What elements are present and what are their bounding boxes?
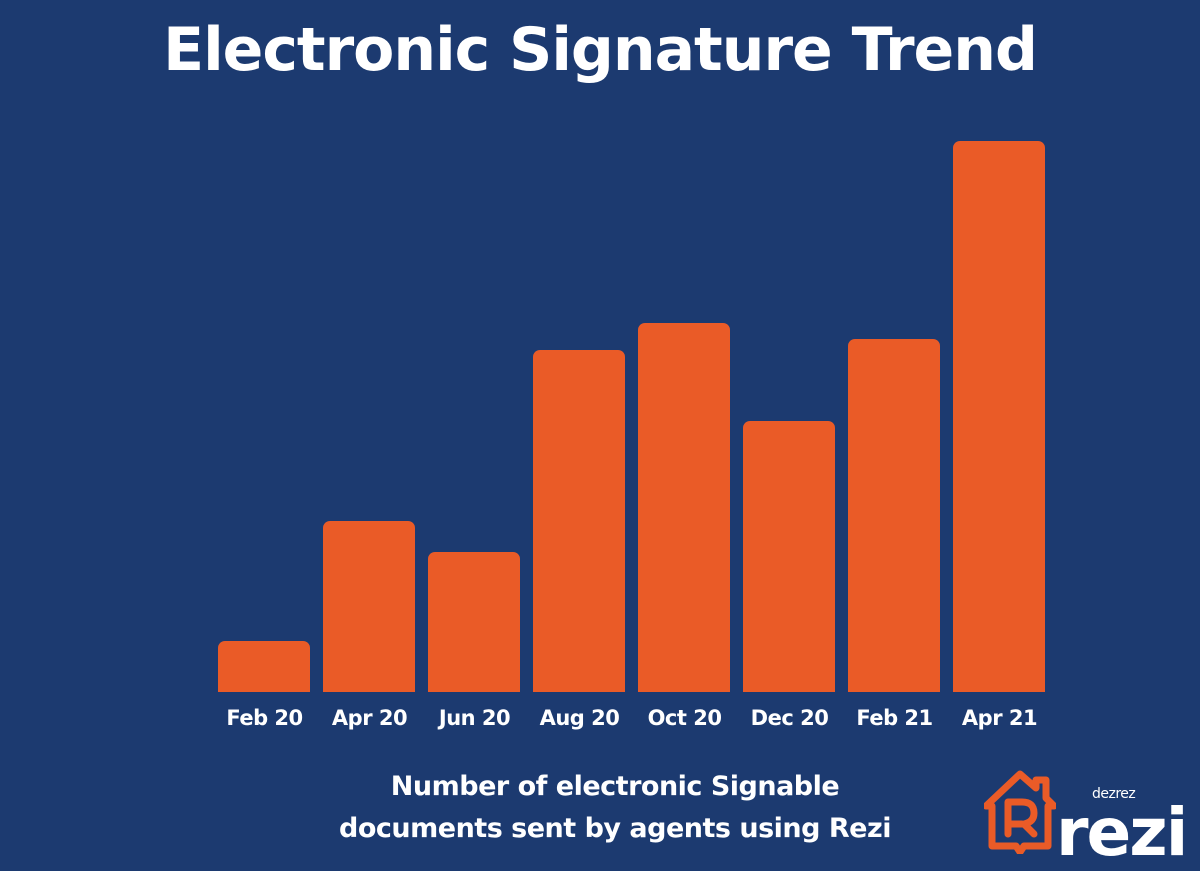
x-label: Apr 20 <box>331 706 408 730</box>
rezi-logo: dezrez rezi <box>984 766 1194 866</box>
subtitle-line-2: documents sent by agents using Rezi <box>339 813 891 844</box>
logo-rezi-text: rezi <box>1056 794 1188 871</box>
house-r-icon <box>984 770 1056 854</box>
logo-dezrez-text: dezrez <box>1092 786 1136 802</box>
bar-apr-20 <box>323 521 415 692</box>
subtitle-line-1: Number of electronic Signable <box>390 771 840 802</box>
chart-subtitle: Number of electronic Signable documents … <box>295 766 935 850</box>
x-label: Feb 21 <box>856 706 933 730</box>
x-label: Aug 20 <box>539 706 620 730</box>
x-label: Feb 20 <box>226 706 303 730</box>
plot-area <box>218 130 1048 692</box>
bar-jun-20 <box>428 552 520 692</box>
x-label: Oct 20 <box>647 706 722 730</box>
bar-oct-20 <box>638 323 730 692</box>
x-label: Dec 20 <box>750 706 829 730</box>
bar-apr-21 <box>953 141 1045 692</box>
bar-dec-20 <box>743 421 835 692</box>
chart-title: Electronic Signature Trend <box>163 15 1038 85</box>
bar-feb-21 <box>848 339 940 692</box>
x-label: Jun 20 <box>438 706 511 730</box>
bar-aug-20 <box>533 350 625 692</box>
x-label: Apr 21 <box>961 706 1038 730</box>
bar-feb-20 <box>218 641 310 692</box>
